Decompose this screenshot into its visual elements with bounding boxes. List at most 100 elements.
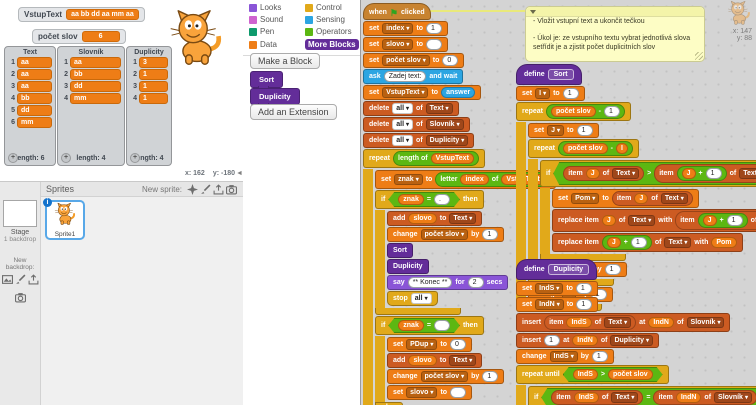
input-slot[interactable]: 1 (706, 168, 722, 179)
variable-reporter[interactable]: počet slov (551, 106, 596, 117)
input-slot[interactable]: 2 (467, 277, 484, 288)
operator-reporter[interactable]: J +1 (697, 213, 748, 228)
dropdown[interactable]: Text▾ (611, 392, 638, 403)
list-cell[interactable]: dd (17, 105, 52, 116)
input-slot[interactable] (434, 320, 450, 331)
scratch-block[interactable]: if znak =. then (375, 190, 484, 209)
scratch-block[interactable]: set VstupText ▾ to answer (363, 85, 482, 100)
input-slot[interactable]: 1 (575, 283, 592, 294)
sprite-info-badge[interactable]: i (43, 198, 52, 207)
scratch-block[interactable]: define Duplicity (516, 259, 598, 280)
comment-resize-handle[interactable] (695, 52, 703, 60)
dropdown[interactable]: VstupText ▾ (382, 87, 429, 98)
palette-custom-block-sort[interactable]: Sort (250, 71, 283, 90)
scratch-block[interactable]: replace item J +1 of Text ▾ with Pom (552, 233, 743, 252)
scratch-block[interactable]: change počet slov ▾ by 1 (387, 369, 505, 384)
dropdown[interactable]: IndS ▾ (535, 283, 564, 294)
dropdown[interactable]: Text▾ (628, 215, 656, 226)
dropdown[interactable]: slovo ▾ (406, 387, 438, 398)
scratch-block[interactable]: set IndN ▾ to 1 (516, 297, 599, 312)
scripts-workspace[interactable]: - Vložit vstupní text a ukončit tečkou -… (360, 0, 756, 405)
dropdown[interactable]: slovo ▾ (382, 39, 414, 50)
scratch-block[interactable]: set slovo ▾ to (387, 385, 473, 400)
dropdown[interactable]: all ▾ (392, 119, 414, 130)
scratch-block[interactable]: set počet slov ▾ to 0 (363, 53, 465, 68)
scratch-block[interactable]: add slovo to Text ▾ (387, 211, 483, 226)
category-more-blocks[interactable]: More Blocks (305, 39, 359, 50)
input-slot[interactable]: ** Konec ** (407, 277, 453, 288)
input-slot[interactable] (450, 387, 467, 398)
list-watcher-slovník[interactable]: Slovník 1 aa 2 bb 3 dd 4 mm length: 4 + (57, 46, 125, 166)
scratch-block[interactable]: ask Zadej text: and wait (363, 69, 464, 84)
add-extension-button[interactable]: Add an Extension (250, 104, 337, 120)
scratch-block[interactable]: add slovo to Text ▾ (387, 353, 483, 368)
input-slot[interactable]: 1 (482, 229, 499, 240)
operator-reporter[interactable]: length of VstupText (393, 151, 479, 166)
scratch-block[interactable]: Duplicity (387, 259, 429, 274)
script-stack[interactable]: when ⚑ clicked set index ▾ to 1 set slovo ▾ to set p… (363, 3, 556, 405)
dropdown[interactable]: Text▾ (449, 355, 477, 366)
category-looks[interactable]: Looks (249, 3, 305, 12)
dropdown[interactable]: all ▾ (392, 103, 414, 114)
scratch-block[interactable]: stop all ▾ (387, 291, 438, 306)
variable-reporter[interactable]: I (615, 143, 628, 154)
variable-reporter[interactable]: J (702, 215, 717, 226)
palette-custom-block-duplicity[interactable]: Duplicity (250, 88, 300, 107)
operator-reporter[interactable]: počet slov - I (558, 141, 633, 156)
scratch-block[interactable]: set PDup ▾ to 0 (387, 337, 473, 352)
list-cell[interactable]: aa (17, 57, 52, 68)
variable-reporter[interactable]: J (586, 168, 600, 179)
scratch-block[interactable]: repeat počet slov - I (528, 139, 639, 158)
scratch-block[interactable]: Sort (387, 243, 413, 258)
dropdown[interactable]: Text▾ (604, 317, 632, 328)
input-slot[interactable]: 0 (442, 55, 459, 66)
dropdown[interactable]: all ▾ (392, 135, 414, 146)
dropdown[interactable]: all ▾ (410, 293, 432, 304)
variable-reporter[interactable]: Pom (711, 237, 737, 248)
list-cell[interactable]: aa (17, 81, 52, 92)
boolean-condition[interactable]: IndS > počet slov (563, 367, 663, 382)
variable-reporter[interactable]: J (682, 168, 696, 179)
category-operators[interactable]: Operators (305, 27, 363, 36)
input-slot[interactable]: 1 (576, 299, 593, 310)
category-control[interactable]: Control (305, 3, 363, 12)
input-slot[interactable]: 1 (576, 125, 593, 136)
list-cell[interactable]: mm (17, 117, 52, 128)
list-cell[interactable]: aa (70, 57, 121, 68)
dropdown[interactable]: počet slov ▾ (420, 229, 469, 240)
input-slot[interactable]: 1 (603, 106, 620, 117)
operator-reporter[interactable]: J +1 (677, 166, 727, 181)
dropdown[interactable]: Duplicity ▾ (610, 335, 654, 346)
dropdown[interactable]: Text▾ (739, 168, 756, 179)
variable-reporter[interactable]: počet slov (608, 369, 653, 380)
stage[interactable]: VstupText aa bb dd aa mm aa počet slov 6… (0, 0, 244, 182)
stage-thumbnail[interactable] (3, 200, 37, 227)
input-slot[interactable] (426, 39, 443, 50)
dropdown[interactable]: počet slov ▾ (420, 371, 469, 382)
scratch-block[interactable]: set IndS ▾ to 1 (516, 281, 598, 296)
input-slot[interactable]: 1 (630, 237, 647, 248)
list-cell[interactable]: bb (17, 93, 52, 104)
list-watcher-duplicity[interactable]: Duplicity 1 3 2 1 3 1 4 1 length: 4 + (126, 46, 172, 166)
add-list-item-button[interactable]: + (130, 153, 140, 163)
boolean-condition[interactable]: item IndS of Text ▾ = item IndN of Slovník ▾ (541, 388, 756, 405)
comment-header[interactable] (526, 7, 704, 17)
dropdown[interactable]: index ▾ (382, 23, 414, 34)
scratch-block[interactable]: repeat until IndS > počet slov (516, 365, 669, 384)
list-cell[interactable]: dd (70, 81, 121, 92)
variable-reporter[interactable]: IndN (676, 392, 702, 403)
camera-sprite-icon[interactable] (226, 184, 237, 195)
cat-sprite-on-stage[interactable] (166, 8, 226, 73)
scratch-block[interactable]: delete all ▾ of Text ▾ (363, 101, 459, 116)
dropdown[interactable]: Text▾ (449, 213, 477, 224)
paint-backdrop-icon[interactable] (15, 274, 26, 285)
list-cell[interactable]: mm (70, 93, 121, 104)
scratch-block[interactable]: insert item IndS of Text ▾ at IndN of Slovník ▾ (516, 313, 731, 332)
variable-reporter[interactable]: VstupText (430, 153, 474, 164)
dropdown[interactable]: Text▾ (664, 237, 692, 248)
